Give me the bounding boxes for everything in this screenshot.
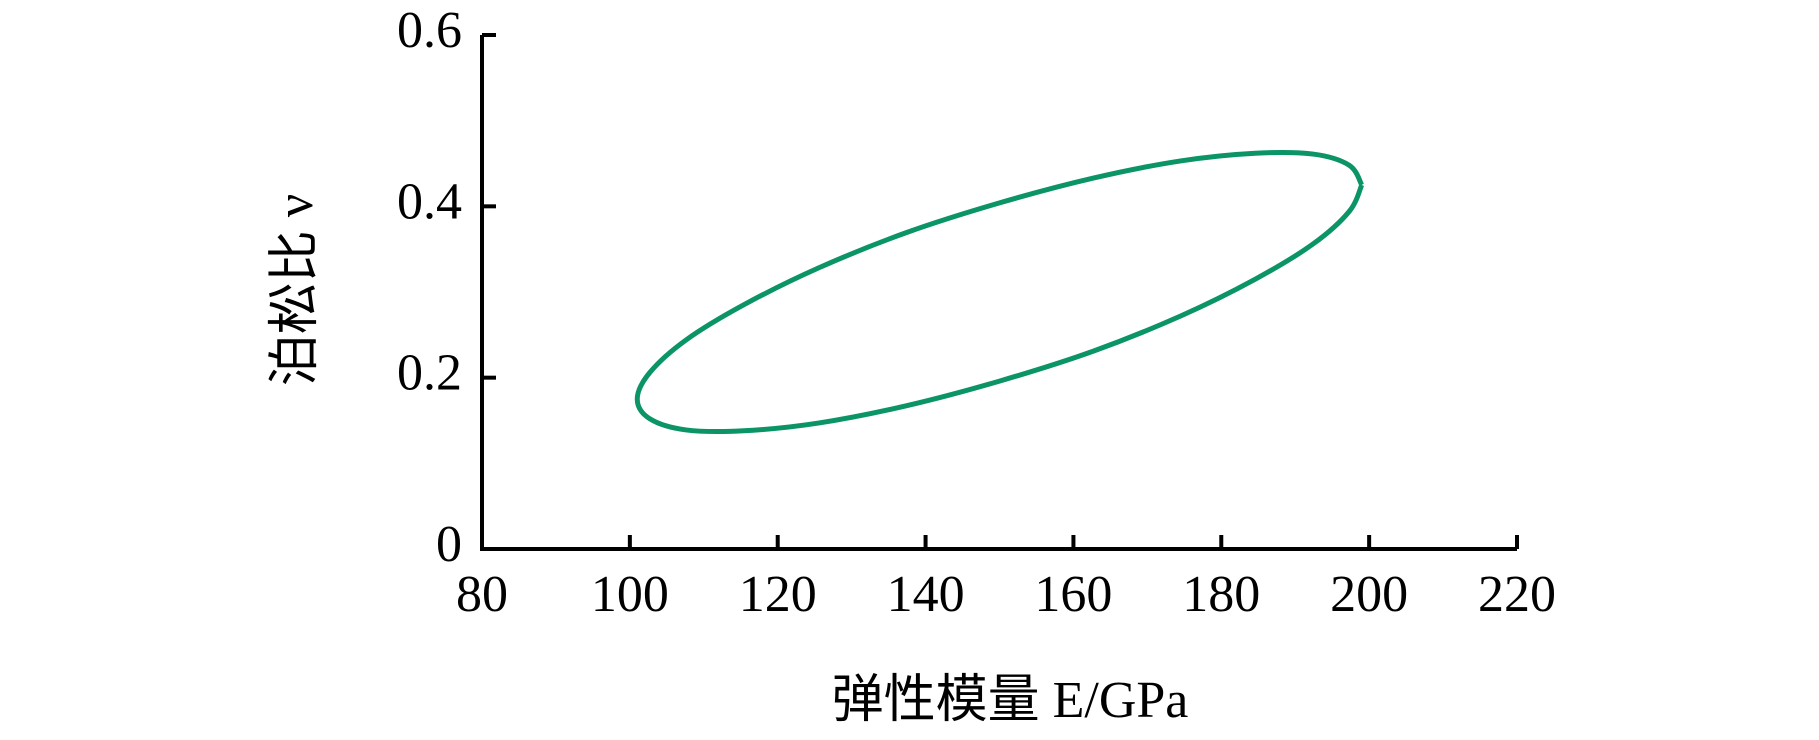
axes — [480, 33, 1517, 551]
y-tick-label: 0.6 — [397, 2, 462, 59]
x-tick-label: 200 — [1330, 566, 1408, 623]
data-line — [634, 149, 1365, 435]
y-tick-label: 0 — [436, 516, 462, 573]
x-tick-label: 140 — [887, 566, 965, 623]
y-axis-label: 泊松比 ν — [267, 194, 324, 387]
x-axis-label: 弹性模量 E/GPa — [832, 672, 1189, 729]
x-tick-label: 180 — [1182, 566, 1260, 623]
x-tick-label: 220 — [1478, 566, 1556, 623]
x-tick-label: 160 — [1034, 566, 1112, 623]
x-tick-label: 100 — [591, 566, 669, 623]
y-tick-label: 0.4 — [397, 173, 462, 230]
x-tick-label: 120 — [739, 566, 817, 623]
y-tick-label: 0.2 — [397, 345, 462, 402]
x-tick-label: 80 — [456, 566, 508, 623]
